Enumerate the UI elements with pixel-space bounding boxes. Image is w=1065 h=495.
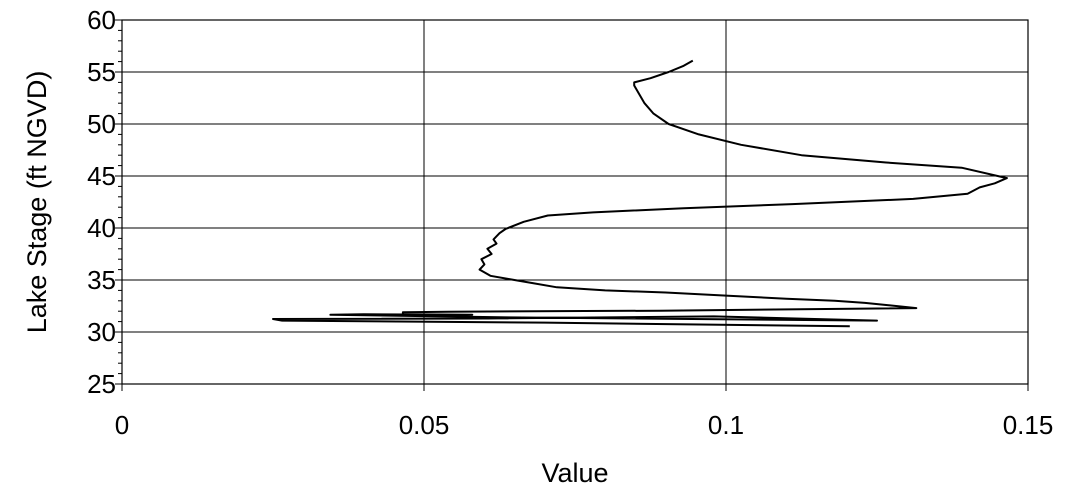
series-layer: [272, 59, 1008, 328]
x-axis-title: Value: [541, 458, 608, 488]
y-axis-minor-ticks: [115, 19, 1029, 391]
x-tick-label: 0.1: [708, 410, 744, 440]
plot-area-frame: [121, 19, 1029, 385]
gridlines: [122, 20, 1028, 384]
y-tick-label: 60: [87, 5, 116, 35]
x-tick-label: 0: [115, 410, 129, 440]
x-tick-label: 0.05: [399, 410, 450, 440]
y-tick-label: 40: [87, 213, 116, 243]
series-line: [272, 59, 1008, 328]
tick-labels: 25 30 35 40 45 50 55 60 0 0.05 0.1 0.15: [87, 5, 1053, 440]
y-tick-label: 30: [87, 317, 116, 347]
y-tick-label: 50: [87, 109, 116, 139]
x-tick-label: 0.15: [1003, 410, 1054, 440]
y-tick-label: 55: [87, 57, 116, 87]
y-tick-label: 35: [87, 265, 116, 295]
y-axis-title: Lake Stage (ft NGVD): [22, 71, 52, 334]
y-tick-label: 45: [87, 161, 116, 191]
y-tick-label: 25: [87, 369, 116, 399]
